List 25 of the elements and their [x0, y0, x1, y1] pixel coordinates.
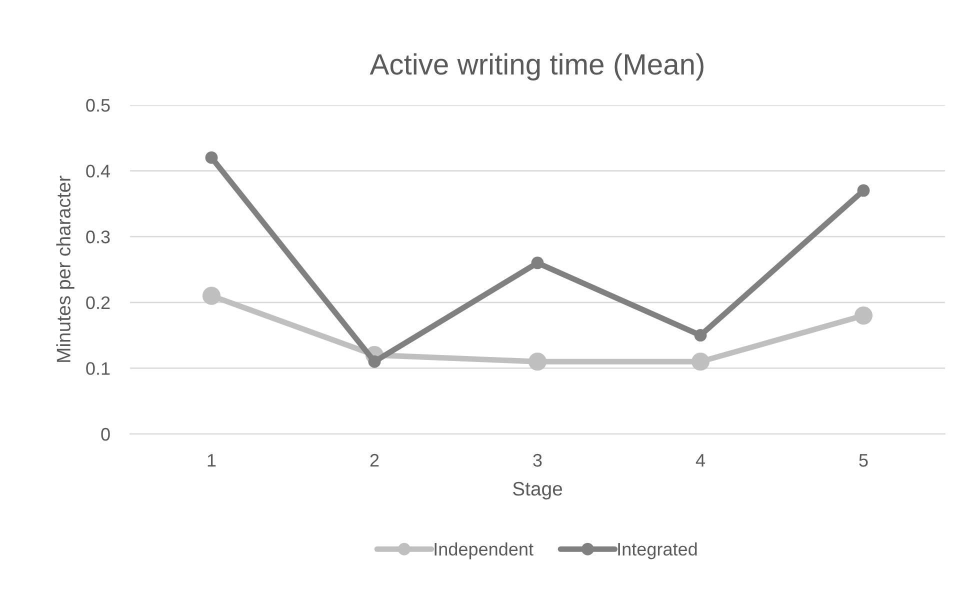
legend-label: Independent: [434, 542, 534, 560]
x-tick-label: 2: [370, 454, 379, 467]
y-tick-label: 0.4: [86, 164, 110, 178]
point: [528, 352, 547, 371]
point: [694, 329, 707, 342]
y-axis-title: Minutes per character: [56, 176, 74, 362]
y-tick-label: 0.5: [86, 98, 110, 112]
chart-title: Active writing time (Mean): [370, 53, 704, 80]
y-tick-label: 0: [101, 428, 110, 441]
point: [857, 184, 870, 197]
point: [202, 286, 221, 305]
x-tick-label: 3: [533, 454, 542, 467]
x-axis-title: Stage: [512, 482, 562, 500]
y-tick-label: 0.2: [86, 296, 110, 310]
point: [368, 355, 381, 368]
y-tick-label: 0.3: [86, 230, 110, 244]
point: [691, 352, 710, 371]
x-tick-label: 4: [696, 454, 705, 467]
x-tick-label: 5: [859, 454, 868, 467]
point: [205, 151, 218, 164]
legend-label: Integrated: [618, 542, 697, 560]
point: [531, 256, 544, 270]
y-tick-label: 0.1: [86, 362, 110, 375]
x-tick-label: 1: [208, 454, 216, 467]
point: [854, 306, 873, 325]
